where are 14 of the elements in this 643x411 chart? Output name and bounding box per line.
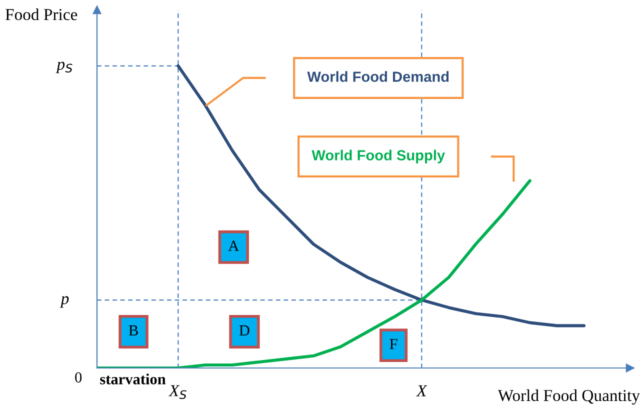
text: World Food Supply xyxy=(312,150,446,164)
annotation: F xyxy=(390,339,398,350)
annotation: B xyxy=(128,325,138,336)
x-tick-label: X$_{S}$ xyxy=(168,385,186,400)
annotation: A xyxy=(228,240,240,251)
y-axis-title: Food Price xyxy=(5,8,78,20)
ref-line-label: p$_{S}$ xyxy=(56,62,72,74)
text: 0 xyxy=(75,372,82,383)
text: starvation xyxy=(100,374,166,384)
annotation: D xyxy=(239,325,250,336)
text: World Food Demand xyxy=(307,71,449,82)
x-tick-label: X xyxy=(416,385,428,396)
x-axis-title: World Food Quantity xyxy=(498,389,640,405)
ref-line-label: p xyxy=(60,296,69,308)
